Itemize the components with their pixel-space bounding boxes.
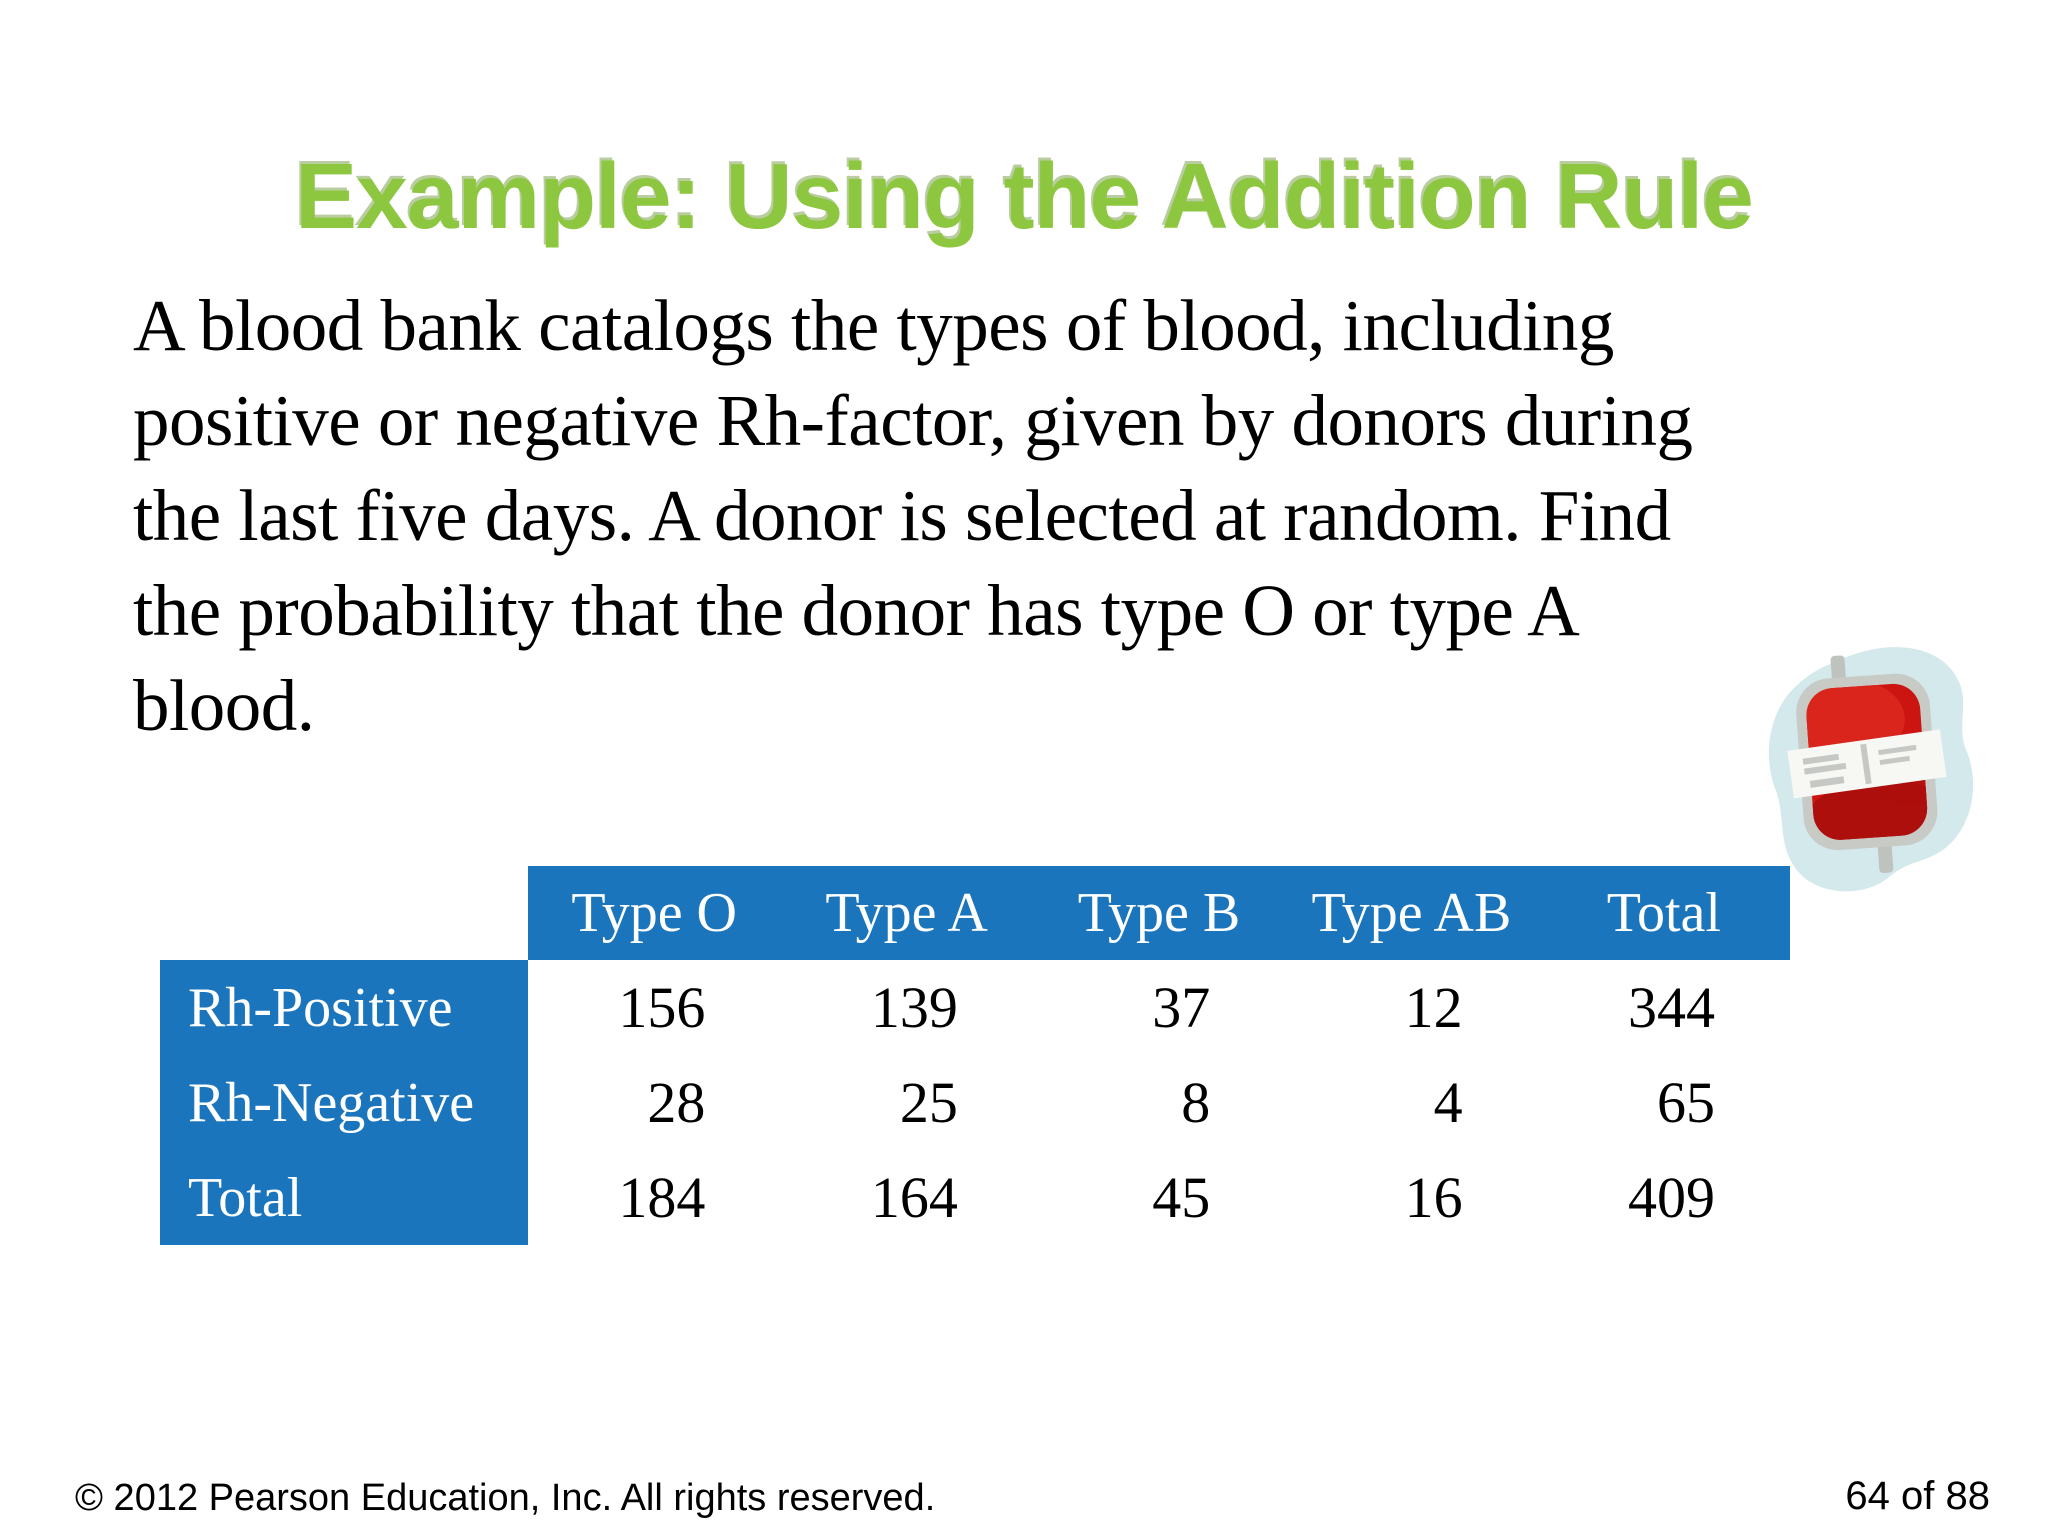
table-row: 28 25 8 4 65 [528, 1055, 1790, 1150]
body-line: A blood bank catalogs the types of blood… [133, 285, 1614, 366]
cell-value: 16 [1404, 1165, 1463, 1230]
page-indicator: 64 of 88 [1845, 1474, 1990, 1518]
cell-value: 184 [618, 1165, 706, 1230]
page-title: Example: Using the Addition Rule [295, 144, 1754, 248]
cell-value: 45 [1152, 1165, 1211, 1230]
column-header-type-o: Type O [571, 882, 737, 944]
cell-value: 65 [1657, 1070, 1716, 1135]
cell-value: 139 [870, 975, 958, 1040]
cell-value: 156 [618, 975, 706, 1040]
column-header-type-a: Type A [825, 882, 988, 944]
column-header-total: Total [1606, 882, 1721, 944]
column-header-type-b: Type B [1077, 882, 1241, 944]
row-label-rh-positive: Rh-Positive [188, 976, 453, 1039]
row-label-rh-negative: Rh-Negative [188, 1071, 475, 1134]
blood-bag-icon [1768, 647, 1974, 892]
cell-value: 164 [870, 1165, 958, 1230]
table-header-row: Type O Type A Type B Type AB Total [528, 866, 1790, 960]
cell-value: 344 [1628, 975, 1716, 1040]
cell-value: 409 [1628, 1165, 1716, 1230]
column-header-type-ab: Type AB [1311, 882, 1512, 944]
body-line: the probability that the donor has type … [133, 570, 1580, 651]
cell-value: 37 [1152, 975, 1211, 1040]
copyright-text: © 2012 Pearson Education, Inc. All right… [75, 1477, 936, 1519]
cell-value: 8 [1181, 1070, 1211, 1135]
table-row-labels: Rh-Positive Rh-Negative Total [160, 960, 528, 1245]
table-row: 156 139 37 12 344 [528, 960, 1790, 1055]
body-line: the last five days. A donor is selected … [133, 475, 1671, 556]
cell-value: 28 [647, 1070, 706, 1135]
cell-value: 25 [899, 1070, 958, 1135]
row-label-total: Total [188, 1166, 303, 1229]
body-paragraph: A blood bank catalogs the types of blood… [133, 278, 1963, 753]
cell-value: 12 [1404, 975, 1463, 1040]
body-line: positive or negative Rh-factor, given by… [133, 380, 1693, 461]
table-data: 156 139 37 12 344 28 25 8 4 65 184 164 4… [528, 960, 1790, 1245]
body-line: blood. [133, 665, 315, 746]
cell-value: 4 [1433, 1070, 1463, 1135]
table-row: 184 164 45 16 409 [528, 1150, 1790, 1245]
